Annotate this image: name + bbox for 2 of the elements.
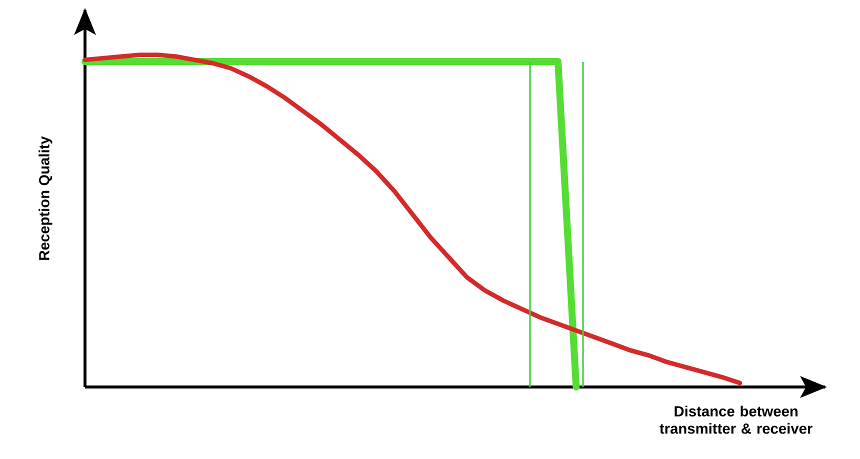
x-axis-title: Distance between transmitter & receiver: [660, 406, 812, 434]
y-axis-title: Reception Quality: [38, 136, 52, 260]
